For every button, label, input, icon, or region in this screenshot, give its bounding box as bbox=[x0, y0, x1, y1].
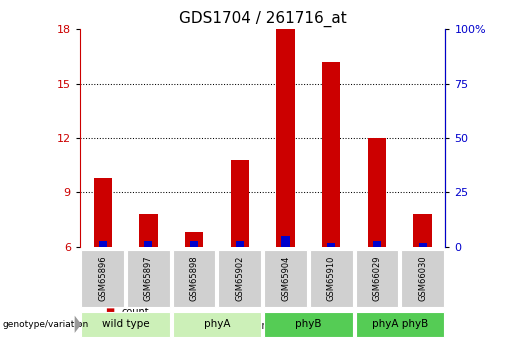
Bar bbox=[368, 138, 386, 247]
Text: GSM66030: GSM66030 bbox=[418, 256, 427, 302]
Text: phyB: phyB bbox=[295, 319, 321, 329]
Bar bbox=[139, 214, 158, 247]
Bar bbox=[414, 214, 432, 247]
Text: ■: ■ bbox=[106, 321, 115, 331]
Text: GSM65896: GSM65896 bbox=[98, 256, 107, 302]
Bar bbox=[236, 241, 244, 247]
Title: GDS1704 / 261716_at: GDS1704 / 261716_at bbox=[179, 10, 347, 27]
Text: phyA: phyA bbox=[204, 319, 230, 329]
Bar bbox=[185, 232, 203, 247]
Text: ■: ■ bbox=[106, 307, 115, 317]
Text: percentile rank within the sample: percentile rank within the sample bbox=[121, 321, 286, 331]
Text: GSM65904: GSM65904 bbox=[281, 256, 290, 301]
Bar bbox=[277, 29, 295, 247]
Bar bbox=[281, 236, 289, 247]
Bar bbox=[373, 241, 381, 247]
Text: GSM65898: GSM65898 bbox=[190, 256, 199, 302]
Bar bbox=[231, 160, 249, 247]
Bar bbox=[94, 178, 112, 247]
Bar bbox=[327, 243, 335, 247]
Bar bbox=[419, 243, 427, 247]
Bar bbox=[98, 241, 107, 247]
Text: genotype/variation: genotype/variation bbox=[3, 320, 89, 329]
Bar bbox=[190, 241, 198, 247]
Bar bbox=[322, 62, 340, 247]
Text: phyA phyB: phyA phyB bbox=[372, 319, 428, 329]
Text: count: count bbox=[121, 307, 149, 317]
Text: wild type: wild type bbox=[102, 319, 149, 329]
Bar bbox=[144, 241, 152, 247]
Text: GSM65910: GSM65910 bbox=[327, 256, 336, 301]
Text: GSM66029: GSM66029 bbox=[372, 256, 382, 301]
Text: GSM65897: GSM65897 bbox=[144, 256, 153, 302]
Text: GSM65902: GSM65902 bbox=[235, 256, 244, 301]
